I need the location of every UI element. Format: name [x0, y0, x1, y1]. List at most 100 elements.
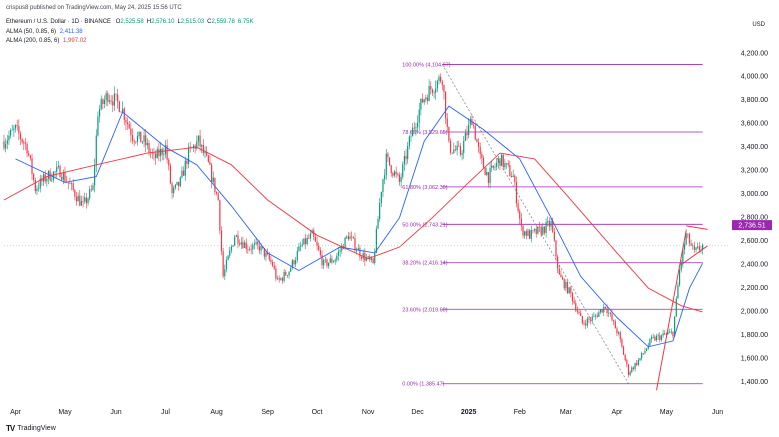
candle-body	[34, 179, 36, 192]
candle-body	[468, 124, 470, 136]
candle-body	[594, 315, 597, 317]
candle	[481, 151, 483, 165]
candle-body	[418, 109, 420, 123]
candle-body	[560, 274, 562, 278]
candle-body	[351, 236, 353, 238]
tradingview-footer[interactable]: TV TradingView	[6, 424, 56, 433]
candle	[141, 141, 144, 145]
candle-body	[477, 142, 480, 147]
candle	[153, 147, 155, 161]
candle-body	[395, 171, 397, 174]
candle-body	[619, 332, 621, 340]
candle	[204, 146, 206, 159]
candle-body	[408, 136, 410, 146]
y-tick-label: 2,200.00	[741, 285, 768, 292]
candle	[670, 328, 672, 335]
candle	[646, 347, 648, 352]
candle	[603, 303, 605, 316]
candle-body	[680, 262, 682, 270]
candle	[520, 213, 522, 231]
candle	[26, 141, 28, 158]
candle	[431, 88, 434, 97]
candle-body	[306, 237, 308, 245]
candle-body	[568, 287, 570, 294]
candle-body	[632, 367, 635, 369]
candle	[257, 240, 259, 250]
candle-body	[482, 157, 485, 168]
candle-body	[533, 228, 536, 231]
candle	[146, 138, 148, 150]
candle-body	[163, 154, 165, 155]
candle-body	[379, 203, 381, 220]
candle	[682, 248, 684, 268]
candle	[339, 245, 341, 257]
candle-body	[14, 125, 17, 129]
candle-body	[672, 331, 674, 337]
candle-body	[421, 98, 424, 103]
candle-body	[245, 242, 247, 249]
ohlc-label: C	[207, 19, 212, 25]
symbol-title: Ethereum / U.S. Dollar · 1D · BINANCE	[6, 19, 112, 25]
candle-body	[87, 198, 89, 204]
candle	[70, 182, 73, 191]
y-tick-label: 4,200.00	[741, 50, 768, 57]
candle-body	[458, 145, 460, 147]
candle	[504, 159, 506, 170]
candle-body	[660, 335, 663, 341]
candle-body	[158, 149, 160, 157]
candle	[57, 160, 59, 169]
candle	[618, 330, 620, 336]
candle	[67, 182, 69, 190]
candle-body	[492, 165, 494, 168]
candle	[594, 313, 597, 320]
candle	[102, 97, 104, 110]
candle-body	[693, 245, 695, 250]
candle-body	[659, 335, 661, 341]
candle-body	[79, 195, 81, 206]
candle-body	[624, 354, 626, 361]
candle-body	[360, 256, 363, 259]
candle	[217, 192, 219, 201]
candle	[290, 265, 292, 273]
candle	[398, 172, 401, 186]
candle	[634, 362, 636, 372]
candle-body	[558, 268, 560, 275]
candle-body	[11, 129, 13, 131]
candle	[583, 320, 585, 326]
candle	[675, 296, 677, 318]
candle	[542, 222, 544, 236]
candle-body	[184, 160, 186, 176]
candle-body	[357, 248, 359, 251]
candle	[543, 226, 546, 236]
candle-body	[685, 233, 687, 245]
symbol-legend[interactable]: Ethereum / U.S. Dollar · 1D · BINANCE O2…	[6, 19, 254, 25]
candle-body	[505, 163, 508, 164]
candle-body	[61, 177, 63, 180]
candle	[173, 185, 175, 198]
candle-body	[255, 242, 257, 244]
candle-body	[588, 318, 590, 320]
candle	[260, 243, 262, 255]
candle	[515, 176, 518, 208]
candle	[169, 163, 172, 185]
candle	[680, 260, 682, 273]
candle-body	[321, 254, 323, 266]
candle-body	[593, 315, 595, 317]
candle	[573, 296, 575, 305]
candle	[334, 257, 336, 265]
candle	[174, 184, 176, 190]
candle-body	[692, 245, 694, 246]
candle-body	[646, 348, 648, 351]
candle	[464, 128, 466, 142]
candle-body	[695, 247, 697, 250]
candle	[687, 233, 689, 239]
candle-body	[547, 221, 549, 223]
candle	[324, 256, 326, 264]
candle-body	[537, 226, 539, 234]
ohlc-values: O2,525.58 H2,576.10 L2,515.03 C2,559.78 6.75…	[113, 19, 254, 25]
alma-slow-legend[interactable]: ALMA (200, 0.85, 6) 1,997.02	[6, 38, 86, 44]
candle	[458, 140, 460, 148]
candle-body	[690, 243, 692, 246]
candle-body	[169, 165, 172, 184]
alma-fast-legend[interactable]: ALMA (50, 0.85, 6) 2,411.38	[6, 29, 83, 35]
